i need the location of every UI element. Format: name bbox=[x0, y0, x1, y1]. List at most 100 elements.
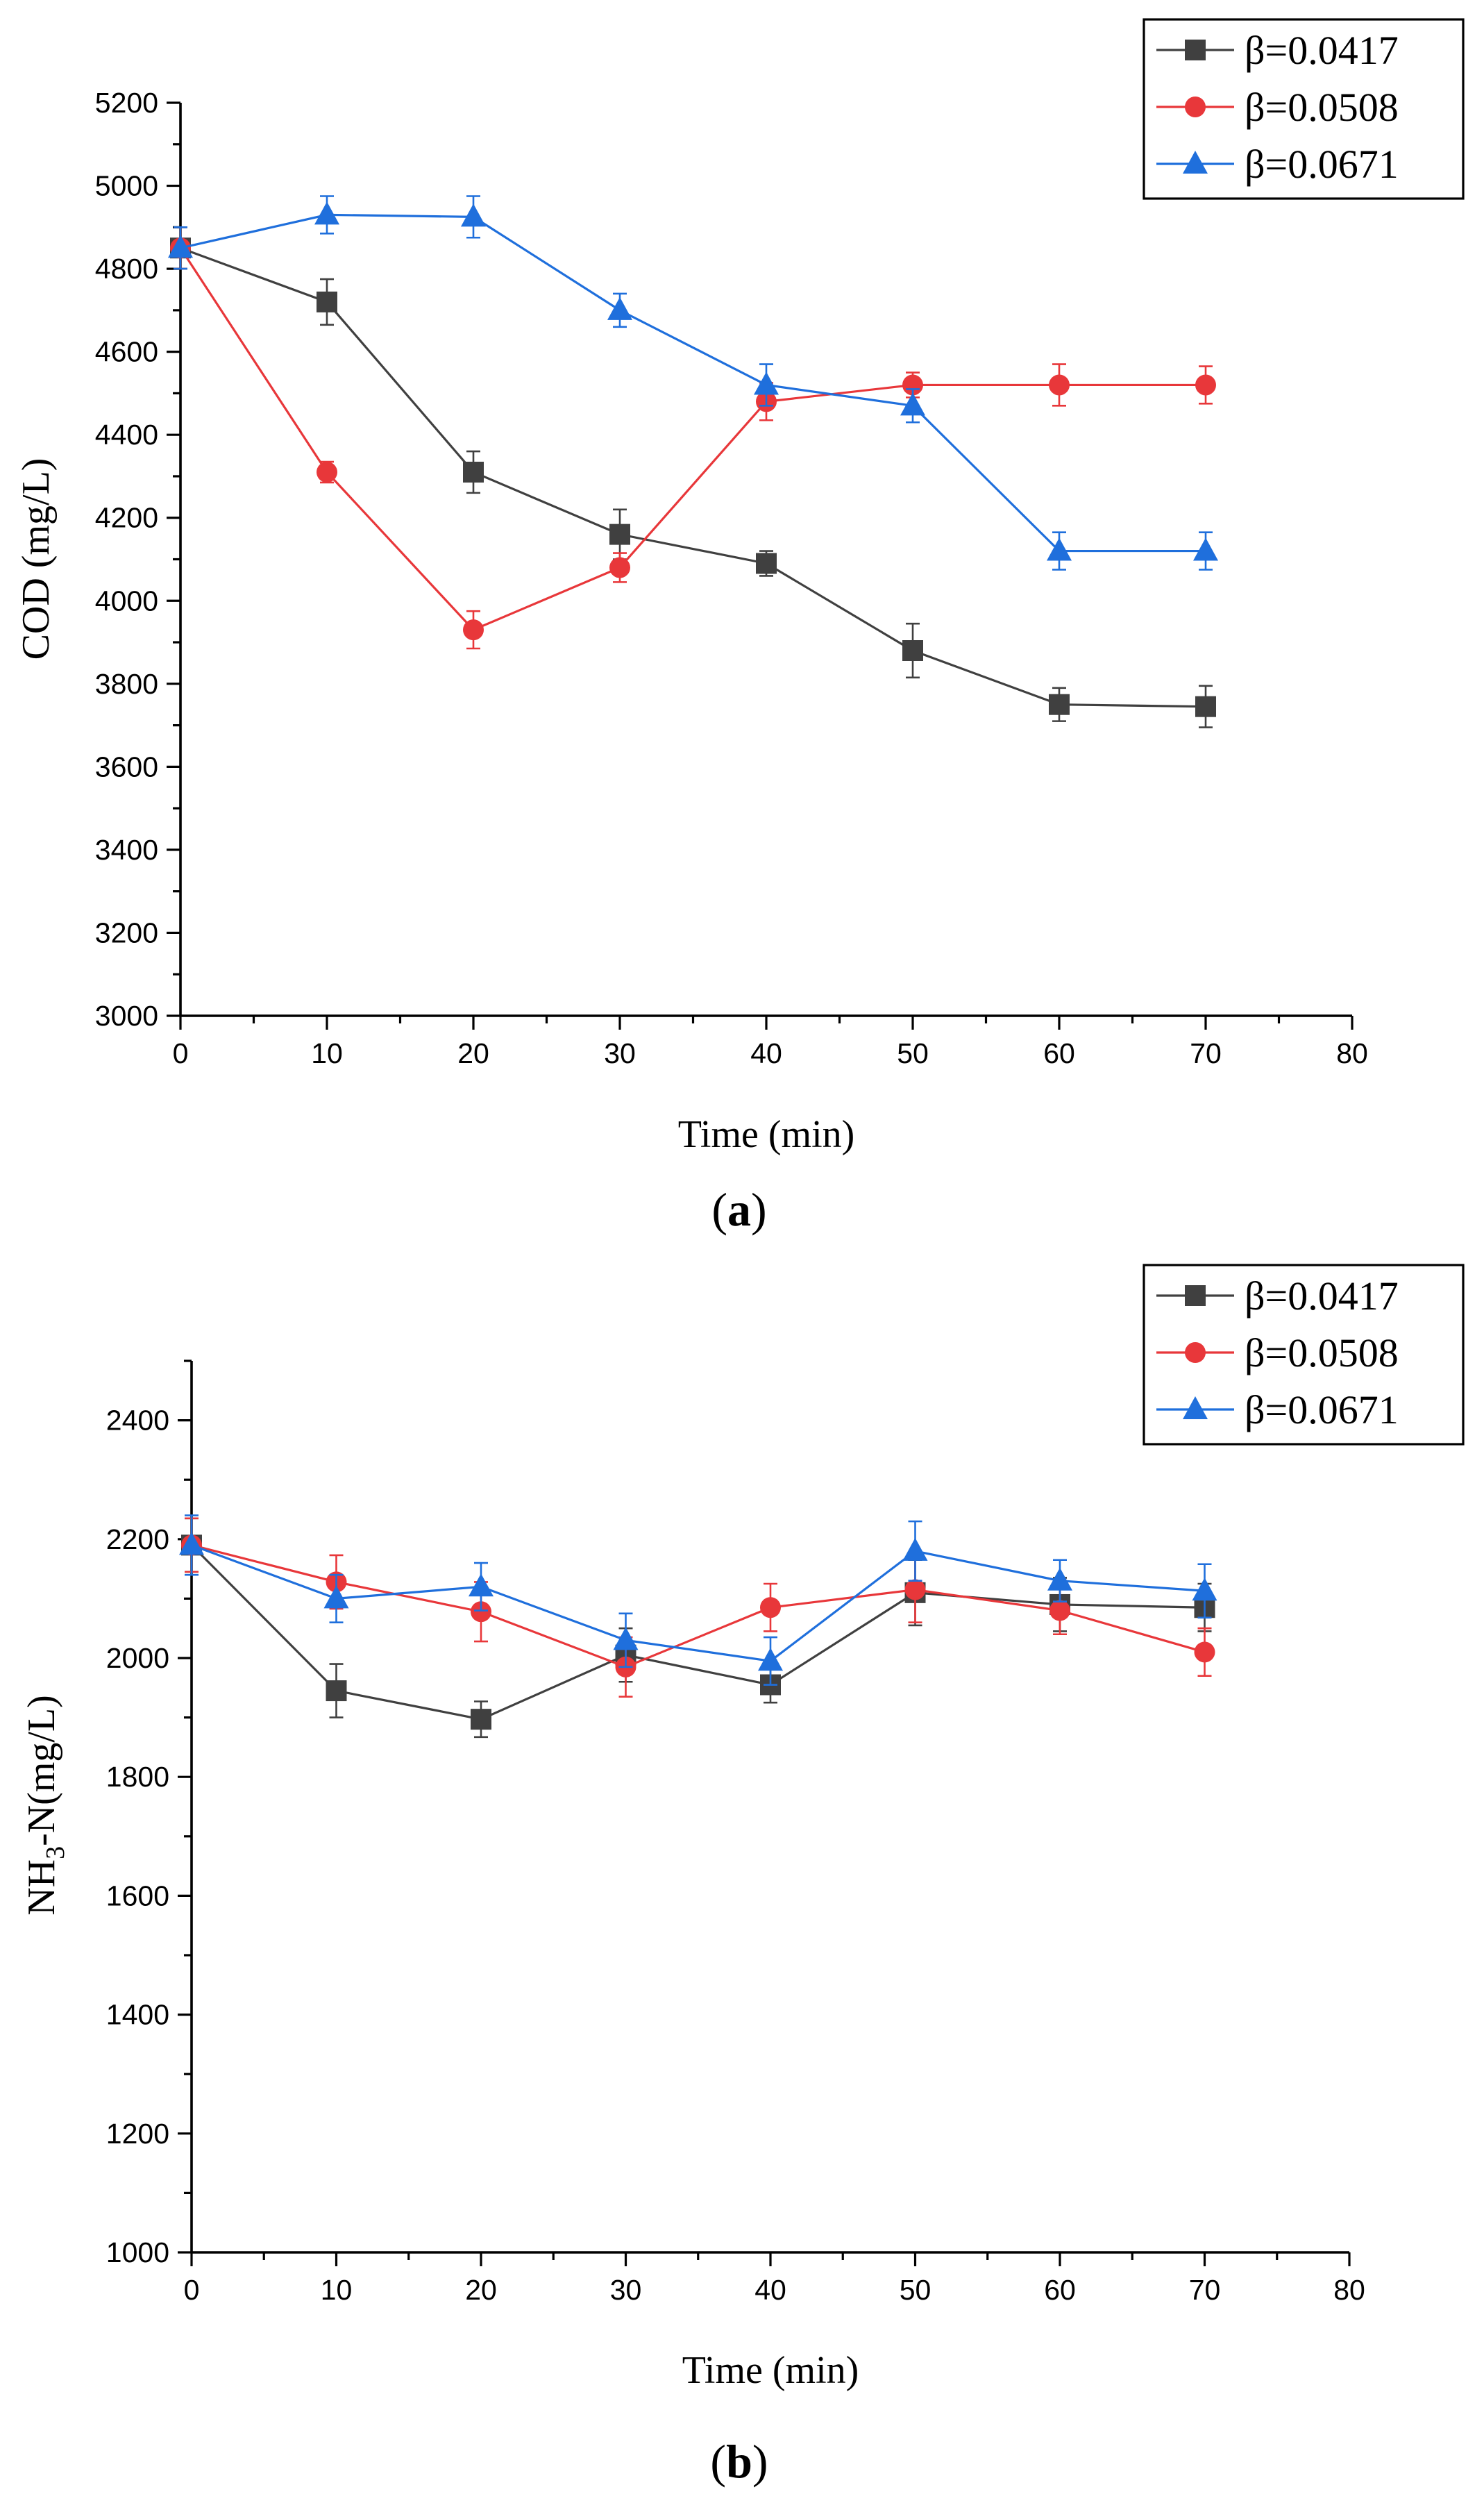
data-point bbox=[1049, 1600, 1070, 1621]
x-axis-label: Time (min) bbox=[682, 2349, 859, 2392]
x-tick-label: 50 bbox=[900, 2274, 931, 2306]
x-tick-label: 60 bbox=[1043, 1037, 1075, 1069]
legend-marker bbox=[1185, 97, 1206, 117]
y-tick-label: 1600 bbox=[106, 1880, 169, 1911]
series-line bbox=[191, 1543, 1205, 1662]
x-tick-label: 30 bbox=[604, 1037, 636, 1069]
x-tick-label: 80 bbox=[1336, 1037, 1368, 1069]
legend-item: β=0.0417 bbox=[1156, 1273, 1399, 1319]
data-point bbox=[1193, 537, 1218, 561]
legend-label: β=0.0417 bbox=[1245, 1273, 1399, 1319]
legend-marker bbox=[1185, 1342, 1206, 1363]
data-point bbox=[1047, 1567, 1072, 1591]
legend-label: β=0.0508 bbox=[1245, 85, 1399, 130]
y-tick-label: 4800 bbox=[95, 253, 158, 285]
data-point bbox=[317, 461, 337, 483]
x-tick-label: 20 bbox=[457, 1037, 489, 1069]
series-line bbox=[180, 213, 1206, 553]
data-point bbox=[168, 235, 193, 258]
data-point bbox=[900, 392, 925, 416]
legend-marker bbox=[1185, 40, 1206, 60]
y-tick-label: 1800 bbox=[106, 1761, 169, 1793]
legend-marker bbox=[1185, 1285, 1206, 1306]
y-tick-label: 3600 bbox=[95, 751, 158, 782]
series-line bbox=[180, 246, 1206, 708]
data-point bbox=[179, 1532, 204, 1555]
series-triangle bbox=[179, 1514, 1217, 1686]
data-point bbox=[1192, 1577, 1217, 1601]
y-tick-label: 5000 bbox=[95, 170, 158, 202]
x-tick-label: 70 bbox=[1189, 2274, 1221, 2306]
legend-marker bbox=[1183, 1396, 1208, 1419]
y-tick-label: 3400 bbox=[95, 834, 158, 866]
data-point bbox=[461, 203, 486, 227]
data-point bbox=[902, 374, 923, 396]
x-tick-label: 0 bbox=[184, 2274, 200, 2306]
x-tick-label: 80 bbox=[1333, 2274, 1365, 2306]
data-point bbox=[471, 1601, 491, 1623]
legend-item: β=0.0671 bbox=[1156, 1387, 1399, 1432]
data-point bbox=[469, 1573, 494, 1597]
x-tick-label: 20 bbox=[465, 2274, 497, 2306]
data-point bbox=[902, 1537, 928, 1561]
y-axis-label: NH3-N(mg/L) bbox=[20, 1695, 70, 1916]
x-tick-label: 50 bbox=[897, 1037, 929, 1069]
y-tick-label: 3000 bbox=[95, 1000, 158, 1032]
legend-item: β=0.0508 bbox=[1156, 85, 1399, 130]
y-tick-label: 1000 bbox=[106, 2236, 169, 2268]
series-line bbox=[191, 1543, 1205, 1668]
x-tick-label: 60 bbox=[1044, 2274, 1076, 2306]
y-tick-label: 1400 bbox=[106, 1999, 169, 2031]
series-circle bbox=[170, 226, 1216, 650]
legend: β=0.0417 β=0.0508 β=0.0671 bbox=[1142, 18, 1465, 200]
y-tick-label: 3200 bbox=[95, 917, 158, 948]
y-tick-label: 4600 bbox=[95, 336, 158, 368]
data-point bbox=[326, 1680, 347, 1702]
y-tick-label: 4200 bbox=[95, 502, 158, 534]
legend-item: β=0.0508 bbox=[1156, 1330, 1399, 1375]
data-point bbox=[754, 371, 779, 395]
legend-marker bbox=[1183, 151, 1208, 174]
x-tick-label: 40 bbox=[754, 2274, 786, 2306]
chart-panel-a: 0 10 20 30 40 50 60 70 80 3000 3200 3400 3600 3800 400… bbox=[15, 18, 1465, 1156]
panel-label-b: (b) bbox=[710, 2435, 768, 2488]
data-point bbox=[1195, 374, 1216, 396]
x-tick-label: 10 bbox=[321, 2274, 353, 2306]
data-point bbox=[609, 524, 630, 545]
x-axis-label: Time (min) bbox=[678, 1113, 855, 1156]
chart-panel-b: 0 10 20 30 40 50 60 70 80 1000 1200 1400 1600 1800 200… bbox=[20, 1264, 1465, 2392]
panel-label-a: (a) bbox=[711, 1183, 766, 1236]
data-point bbox=[314, 201, 339, 225]
data-point bbox=[1047, 537, 1072, 561]
x-tick-label: 0 bbox=[173, 1037, 189, 1069]
data-point bbox=[317, 291, 337, 312]
series-square bbox=[170, 226, 1216, 728]
y-tick-label: 3800 bbox=[95, 668, 158, 700]
data-point bbox=[613, 1627, 639, 1650]
y-tick-label: 2200 bbox=[106, 1523, 169, 1555]
data-point bbox=[607, 296, 632, 320]
legend-item: β=0.0671 bbox=[1156, 142, 1399, 187]
data-point bbox=[902, 640, 923, 661]
legend-item: β=0.0417 bbox=[1156, 28, 1399, 73]
data-point bbox=[758, 1648, 783, 1671]
data-point bbox=[1195, 696, 1216, 717]
x-tick-label: 10 bbox=[311, 1037, 343, 1069]
y-axis-label: COD (mg/L) bbox=[15, 458, 58, 660]
data-point bbox=[1194, 1641, 1215, 1663]
data-point bbox=[323, 1585, 349, 1609]
x-tick-label: 70 bbox=[1190, 1037, 1222, 1069]
data-point bbox=[1049, 374, 1070, 396]
data-point bbox=[760, 1597, 781, 1618]
data-point bbox=[1049, 694, 1070, 715]
y-tick-label: 4400 bbox=[95, 419, 158, 451]
data-point bbox=[756, 553, 777, 574]
series-triangle bbox=[168, 195, 1218, 571]
y-tick-label: 1200 bbox=[106, 2118, 169, 2150]
data-point bbox=[463, 461, 484, 483]
series-line bbox=[190, 1544, 1205, 1721]
y-tick-label: 5200 bbox=[95, 87, 158, 119]
y-tick-label: 4000 bbox=[95, 585, 158, 617]
y-tick-label: 2400 bbox=[106, 1405, 169, 1437]
